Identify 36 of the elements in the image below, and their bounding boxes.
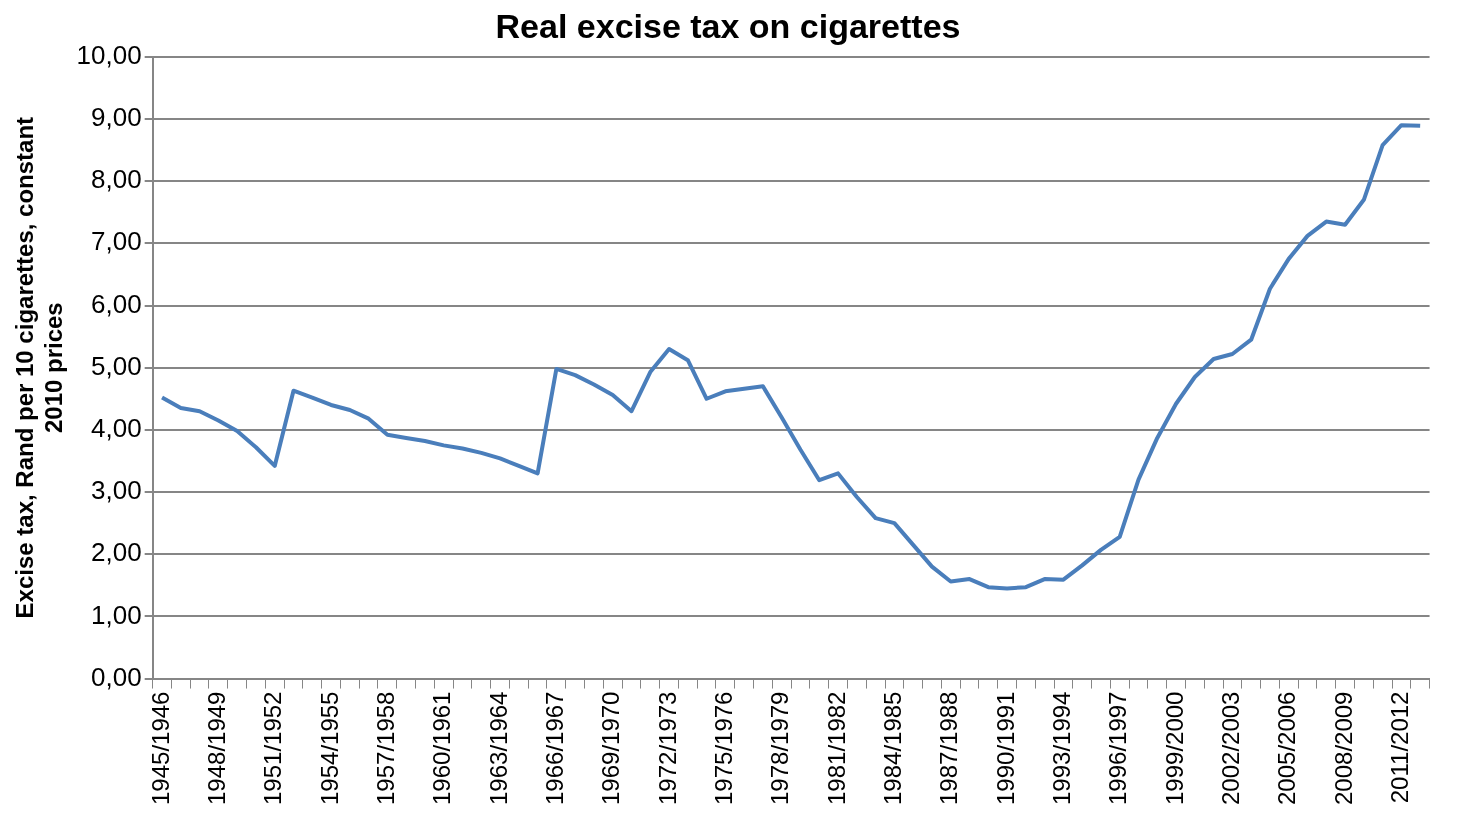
x-tick-label: 1948/1949 <box>203 691 231 805</box>
x-tick-label: 1975/1976 <box>710 691 738 805</box>
y-tick-label: 4,00 <box>91 413 142 444</box>
x-tick-label: 1963/1964 <box>484 691 512 805</box>
y-tick-label: 0,00 <box>91 661 142 692</box>
y-tick-label: 3,00 <box>91 475 142 506</box>
x-tick-label: 1981/1982 <box>822 691 850 805</box>
x-tick-label: 1999/2000 <box>1160 691 1188 805</box>
x-tick-label: 1954/1955 <box>315 691 343 805</box>
x-tick-label: 2011/2012 <box>1386 691 1414 804</box>
x-tick-label: 1996/1997 <box>1104 691 1132 805</box>
x-tick-label: 2002/2003 <box>1217 691 1245 805</box>
x-tick-label: 1993/1994 <box>1048 691 1076 805</box>
chart-title: Real excise tax on cigarettes <box>495 6 961 45</box>
x-tick-label: 1978/1979 <box>766 691 794 805</box>
x-tick-label: 1987/1988 <box>935 691 963 805</box>
y-tick-label: 6,00 <box>91 288 142 319</box>
x-tick-label: 1966/1967 <box>541 691 569 805</box>
x-tick-label: 1951/1952 <box>259 691 287 805</box>
x-tick-label: 1984/1985 <box>879 691 907 805</box>
y-axis-title: Excise tax, Rand per 10 cigarettes, constant 2010 prices <box>11 116 67 619</box>
y-tick-label: 9,00 <box>91 102 142 133</box>
y-tick-label: 10,00 <box>76 39 142 70</box>
x-tick-label: 1957/1958 <box>372 691 400 805</box>
x-tick-label: 2008/2009 <box>1329 691 1357 805</box>
y-tick-label: 7,00 <box>91 226 142 257</box>
y-tick-label: 8,00 <box>91 164 142 195</box>
x-tick-label: 2005/2006 <box>1273 691 1301 805</box>
x-tick-label: 1969/1970 <box>597 691 625 805</box>
y-tick-label: 1,00 <box>91 599 142 630</box>
x-tick-label: 1960/1961 <box>428 691 456 805</box>
x-tick-label: 1945/1946 <box>146 691 174 805</box>
x-tick-label: 1990/1991 <box>991 691 1019 805</box>
y-tick-label: 2,00 <box>91 537 142 568</box>
x-tick-label: 1972/1973 <box>653 691 681 805</box>
y-tick-label: 5,00 <box>91 350 142 381</box>
